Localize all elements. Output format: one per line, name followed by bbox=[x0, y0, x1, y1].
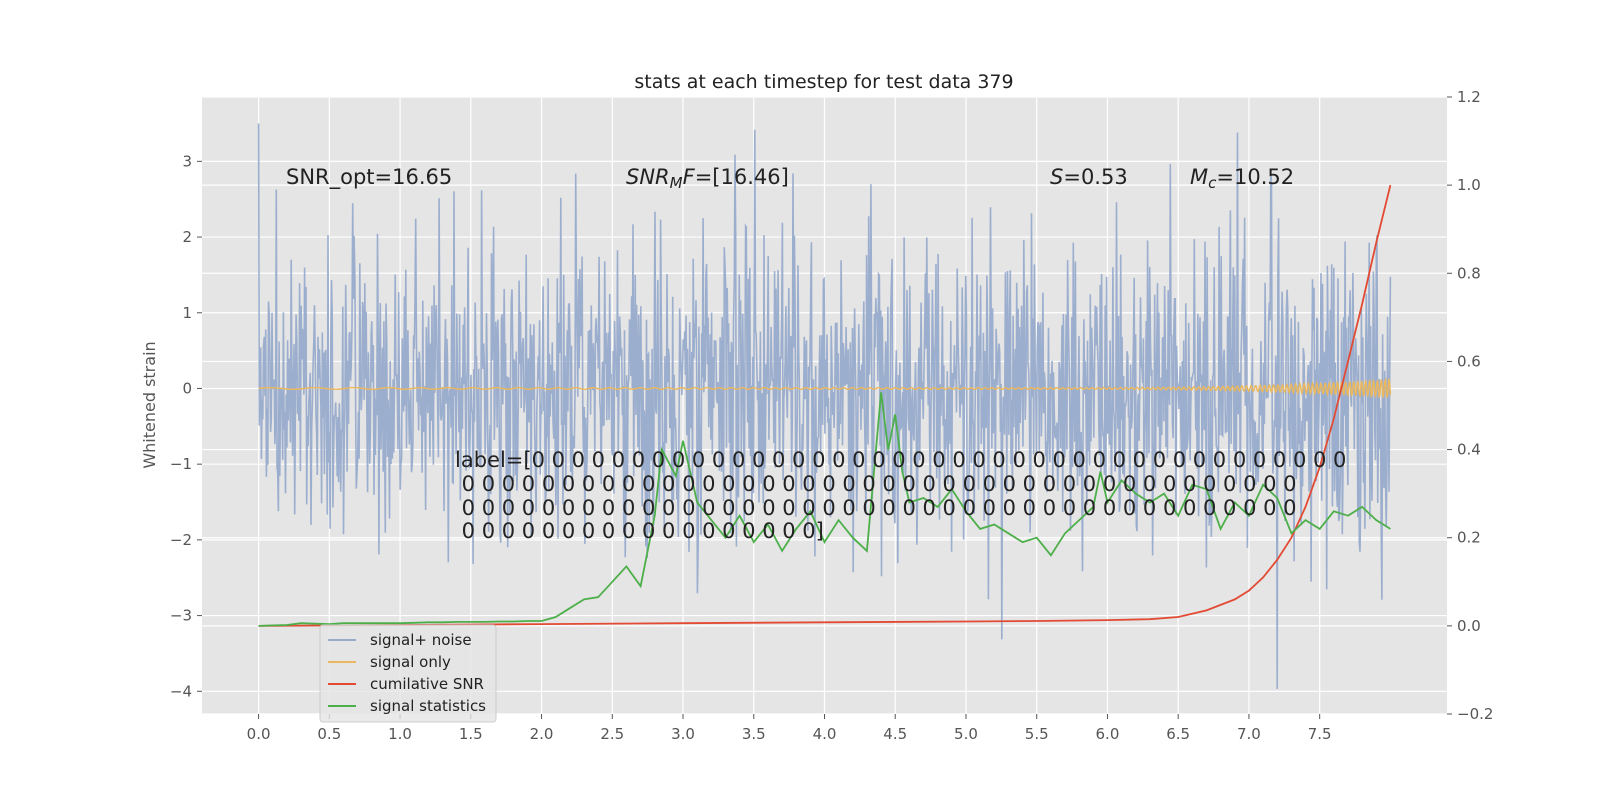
y-tick-label: −1 bbox=[170, 455, 192, 473]
x-tick-label: 3.5 bbox=[742, 725, 766, 743]
y-axis-label: Whitened strain bbox=[140, 341, 159, 468]
x-tick-label: 6.5 bbox=[1166, 725, 1190, 743]
y-axis-right: −0.2 0.0 0.2 0.4 0.6 0.8 1.0 1.2 bbox=[1447, 88, 1493, 723]
x-tick-label: 3.0 bbox=[671, 725, 695, 743]
y-tick-label: −3 bbox=[170, 607, 192, 625]
signal-noise-line bbox=[257, 123, 1392, 690]
x-tick-label: 1.5 bbox=[459, 725, 483, 743]
y2-tick-label: −0.2 bbox=[1457, 705, 1493, 723]
y-tick-label: 3 bbox=[182, 152, 192, 170]
right-axis-series bbox=[258, 184, 1392, 627]
y2-tick-label: 0.8 bbox=[1457, 264, 1481, 282]
y2-tick-label: 1.0 bbox=[1457, 176, 1481, 194]
signal-noise-series bbox=[257, 123, 1392, 690]
x-tick-label: 6.0 bbox=[1096, 725, 1120, 743]
y-tick-label: −2 bbox=[170, 531, 192, 549]
x-tick-label: 1.0 bbox=[388, 725, 412, 743]
x-tick-label: 4.5 bbox=[883, 725, 907, 743]
y-tick-label: 0 bbox=[182, 379, 192, 397]
annotation-label-line-4: 0 0 0 0 0 0 0 0 0 0 0 0 0 0 0 0 0 0] bbox=[455, 519, 824, 543]
x-tick-label: 4.0 bbox=[813, 725, 837, 743]
signal-only-line bbox=[258, 377, 1392, 399]
y-axis-left: −4 −3 −2 −1 0 1 2 3 bbox=[170, 152, 202, 700]
x-tick-label: 7.5 bbox=[1308, 725, 1332, 743]
cumilative-snr-line bbox=[258, 184, 1392, 627]
y-tick-label: −4 bbox=[170, 682, 192, 700]
y2-tick-label: 0.2 bbox=[1457, 529, 1481, 547]
x-tick-label: 0.0 bbox=[247, 725, 271, 743]
legend-label-signal-noise: signal+ noise bbox=[370, 631, 472, 649]
chart-title: stats at each timestep for test data 379 bbox=[634, 71, 1013, 93]
y-tick-label: 2 bbox=[182, 228, 192, 246]
legend-label-signal-statistics: signal statistics bbox=[370, 697, 486, 715]
x-tick-label: 2.0 bbox=[530, 725, 554, 743]
x-axis: 0.0 0.5 1.0 1.5 2.0 2.5 3.0 3.5 4.0 4.5 5.0 5.5 6.0 6… bbox=[247, 714, 1332, 743]
legend-label-signal-only: signal only bbox=[370, 653, 451, 671]
x-tick-label: 0.5 bbox=[317, 725, 341, 743]
y2-tick-label: 0.0 bbox=[1457, 617, 1481, 635]
annotation-label-line-3: 0 0 0 0 0 0 0 0 0 0 0 0 0 0 0 0 0 0 0 0 … bbox=[455, 496, 1297, 520]
annotation-label-line-1: label=[0 0 0 0 0 0 0 0 0 0 0 0 0 0 0 0 0… bbox=[455, 448, 1346, 472]
signal-only-series bbox=[258, 377, 1392, 399]
x-tick-label: 7.0 bbox=[1237, 725, 1261, 743]
annotation-label-line-2: 0 0 0 0 0 0 0 0 0 0 0 0 0 0 0 0 0 0 0 0 … bbox=[455, 472, 1297, 496]
y2-tick-label: 0.4 bbox=[1457, 441, 1481, 459]
y2-tick-label: 0.6 bbox=[1457, 352, 1481, 370]
annotation-snr-opt: SNR_opt=16.65 bbox=[286, 165, 452, 190]
legend: signal+ noise signal only cumilative SNR… bbox=[319, 624, 497, 723]
x-tick-label: 2.5 bbox=[600, 725, 624, 743]
x-tick-label: 5.5 bbox=[1025, 725, 1049, 743]
annotation-snr-mf: SNRMF=[16.46] bbox=[626, 165, 789, 192]
x-tick-label: 5.0 bbox=[954, 725, 978, 743]
signal-statistics-line bbox=[258, 392, 1391, 627]
y2-tick-label: 1.2 bbox=[1457, 88, 1481, 106]
legend-frame bbox=[319, 624, 497, 723]
y-tick-label: 1 bbox=[182, 304, 192, 322]
annotation-s-value: S=0.53 bbox=[1050, 165, 1128, 189]
annotations: SNR_opt=16.65 SNRMF=[16.46] S=0.53 Mc=10… bbox=[286, 165, 1346, 543]
annotation-mc-value: Mc=10.52 bbox=[1190, 165, 1294, 192]
legend-label-cumilative-snr: cumilative SNR bbox=[370, 675, 484, 693]
